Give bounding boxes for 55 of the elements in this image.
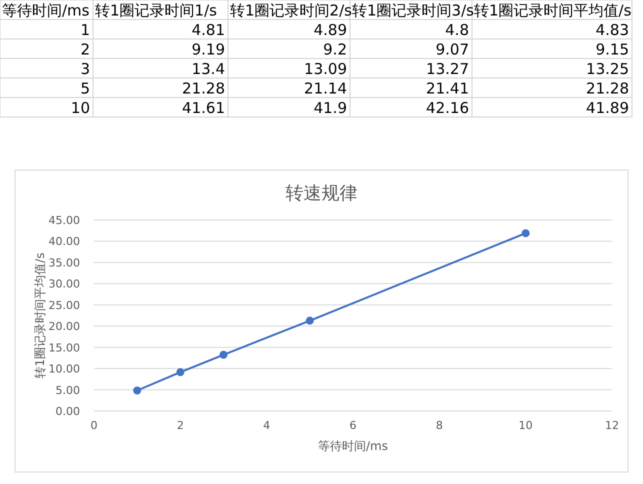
text: 13.09: [304, 60, 347, 78]
text: 2: [80, 40, 90, 58]
text: 9.15: [596, 40, 629, 58]
text: 13.25: [586, 60, 629, 78]
x-axis-title: 等待时间/ms: [318, 439, 388, 453]
text: 21.28: [182, 80, 225, 98]
point: [133, 386, 142, 394]
y-tick-label: 45.00: [48, 214, 80, 227]
text: 21.41: [426, 80, 469, 98]
category-label: 转1圈记录时间平均值/s: [474, 2, 632, 20]
x-tick-label: 2: [176, 419, 184, 432]
y-axis-title: 转1圈记录时间平均值/s: [33, 252, 47, 378]
x-tick-label: 10: [518, 419, 533, 432]
point: [522, 229, 530, 238]
category-label: 转1圈记录时间2/s: [230, 2, 352, 20]
y-tick-label: 0.00: [56, 405, 80, 418]
chart-title: 转速规律: [286, 183, 358, 204]
text: 9.2: [323, 40, 347, 58]
text: 4.89: [314, 21, 347, 39]
x-tick-label: 4: [263, 419, 270, 432]
text: 9.07: [436, 40, 469, 58]
text: 13.4: [192, 60, 225, 78]
text: 3: [80, 60, 90, 78]
text: 4.8: [445, 21, 469, 39]
text: 4.81: [192, 21, 225, 39]
text: 10: [70, 99, 90, 117]
text: 41.9: [314, 99, 347, 117]
text: 5: [80, 80, 90, 98]
x-tick-label: 12: [605, 419, 619, 432]
text: 21.14: [304, 80, 347, 98]
point: [220, 350, 228, 359]
text: 13.27: [426, 60, 469, 78]
y-tick-label: 5.00: [56, 384, 80, 397]
x-tick-label: 6: [350, 419, 356, 432]
x-tick-label: 0: [90, 419, 98, 432]
y-tick-label: 35.00: [48, 256, 80, 270]
point: [306, 316, 314, 325]
text: 4.83: [596, 21, 629, 39]
category-label: 转1圈记录时间1/s: [95, 2, 218, 20]
y-tick-label: 10.00: [48, 362, 80, 376]
y-tick-label: 30.00: [48, 278, 80, 291]
text: 1: [80, 21, 90, 39]
y-tick-label: 15.00: [48, 341, 80, 354]
category-label: 转1圈记录时间3/s: [352, 2, 474, 20]
text: 41.61: [182, 99, 225, 117]
y-tick-label: 40.00: [48, 235, 80, 248]
x-tick-label: 8: [436, 419, 443, 432]
text: 41.89: [586, 99, 629, 117]
point: [176, 368, 184, 376]
y-tick-label: 25.00: [48, 298, 80, 312]
text: 42.16: [426, 99, 469, 117]
text: 21.28: [586, 80, 629, 98]
y-tick-label: 20.00: [48, 320, 80, 334]
text: 9.19: [192, 40, 225, 58]
category-label: 等待时间/ms: [2, 2, 90, 20]
